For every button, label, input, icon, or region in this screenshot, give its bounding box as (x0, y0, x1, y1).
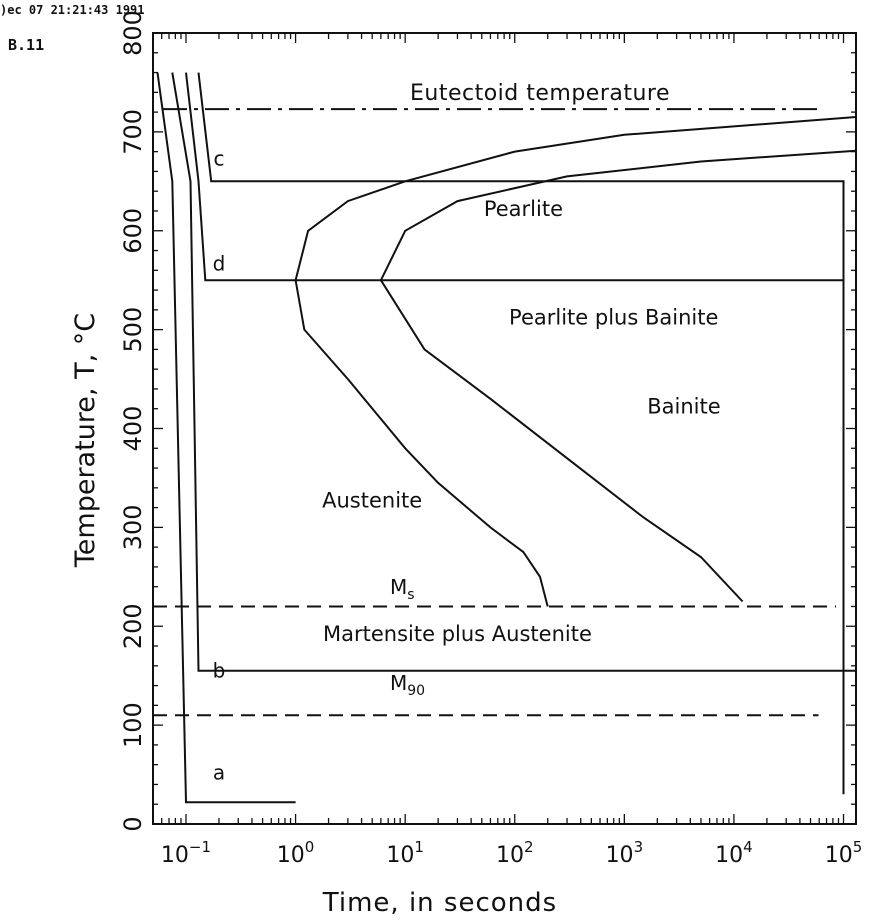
x-axis-title: Time, in seconds (322, 888, 557, 918)
cooling-path-a (156, 72, 296, 804)
x-tick-label: 10−1 (161, 838, 211, 868)
y-tick-label: 600 (119, 208, 147, 254)
y-tick-label: 0 (119, 816, 147, 831)
y-tick-label: 800 (119, 10, 147, 56)
cooling-path-c (197, 72, 845, 795)
y-tick-label: 300 (119, 504, 147, 550)
y-tick-label: 200 (119, 603, 147, 649)
x-tick-label: 102 (496, 838, 534, 868)
transformation-curve-start (294, 116, 857, 607)
region-label: Bainite (647, 395, 720, 419)
transformation-curve-finish (379, 149, 857, 603)
region-label: Austenite (322, 489, 422, 513)
x-tick-label: 104 (715, 838, 753, 868)
region-label: Pearlite plus Bainite (509, 306, 718, 330)
y-tick-label: 500 (119, 307, 147, 353)
cooling-path-label-d: d (213, 251, 226, 275)
x-tick-label: 101 (386, 838, 424, 868)
m90-label: M90 (390, 671, 425, 699)
cooling-path-d (185, 72, 844, 282)
cooling-path-label-b: b (213, 659, 226, 683)
y-tick-label: 100 (119, 702, 147, 748)
y-tick-label: 400 (119, 406, 147, 452)
region-label: Pearlite (484, 197, 563, 221)
cooling-path-label-a: a (213, 761, 225, 785)
cooling-path-b (171, 72, 856, 672)
cooling-path-label-c: c (213, 146, 224, 170)
x-tick-label: 100 (277, 838, 315, 868)
y-tick-label: 700 (119, 109, 147, 155)
eutectoid-label: Eutectoid temperature (410, 81, 670, 106)
x-tick-label: 103 (606, 838, 644, 868)
ms-label: Ms (390, 575, 415, 603)
plot-frame (152, 32, 857, 825)
x-tick-label: 105 (825, 838, 863, 868)
figure-id-label: B.11 (8, 36, 45, 54)
region-label: Martensite plus Austenite (323, 622, 592, 646)
y-axis-title: Temperature, T, °C (70, 313, 101, 568)
timestamp-label: )ec 07 21:21:43 1991 (0, 3, 145, 17)
